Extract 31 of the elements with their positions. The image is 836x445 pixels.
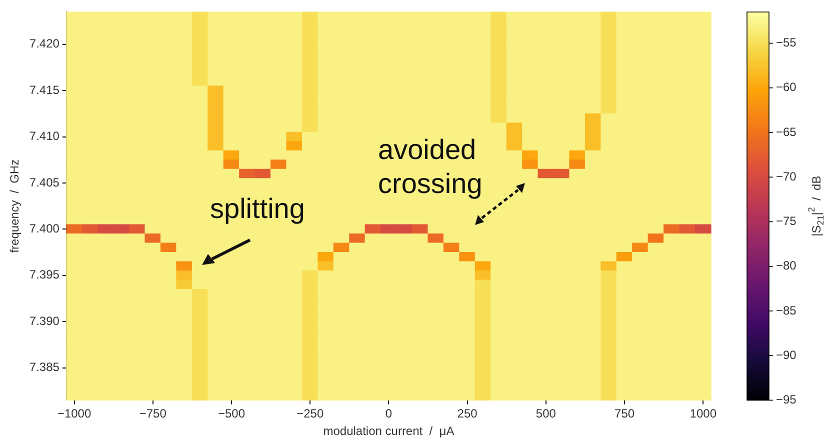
x-tick-label: 500 bbox=[536, 406, 556, 421]
y-tick-label: 7.415 bbox=[29, 82, 60, 97]
color-bar-label: −60 bbox=[776, 80, 797, 94]
y-tick-label: 7.420 bbox=[29, 36, 60, 51]
x-tick-label: 1000 bbox=[690, 406, 717, 421]
y-tick-label: 7.410 bbox=[29, 129, 60, 144]
x-tick-label: −1000 bbox=[57, 406, 92, 421]
color-bar-label: −70 bbox=[776, 169, 797, 184]
annotation: splitting bbox=[210, 192, 306, 226]
y-tick-label: 7.405 bbox=[29, 175, 60, 190]
color-bar-title: |S21|2 / dB bbox=[806, 176, 826, 236]
color-bar-label: −80 bbox=[776, 258, 797, 273]
x-tick-label: −250 bbox=[296, 406, 324, 421]
y-tick-label: 7.395 bbox=[29, 268, 60, 282]
color-bar-label: −65 bbox=[776, 124, 797, 139]
y-tick-label: 7.400 bbox=[29, 222, 60, 236]
x-tick-label: 750 bbox=[614, 406, 635, 421]
annotation: avoided crossing bbox=[378, 133, 484, 201]
y-tick-label: 7.390 bbox=[29, 314, 60, 328]
color-bar-label: −95 bbox=[776, 392, 797, 407]
x-axis-title: modulation current / μA bbox=[323, 424, 454, 438]
color-bar-label: −55 bbox=[776, 36, 797, 50]
y-tick-label: 7.385 bbox=[29, 360, 60, 374]
x-tick-label: 250 bbox=[457, 406, 478, 421]
x-tick-label: 0 bbox=[385, 406, 392, 421]
color-bar-label: −90 bbox=[776, 348, 797, 362]
y-axis-title: frequency / GHz bbox=[8, 159, 22, 253]
x-tick-label: −750 bbox=[139, 406, 167, 421]
x-tick-label: −500 bbox=[218, 406, 246, 421]
color-bar-label: −75 bbox=[776, 214, 797, 228]
color-bar-label: −85 bbox=[776, 303, 797, 318]
